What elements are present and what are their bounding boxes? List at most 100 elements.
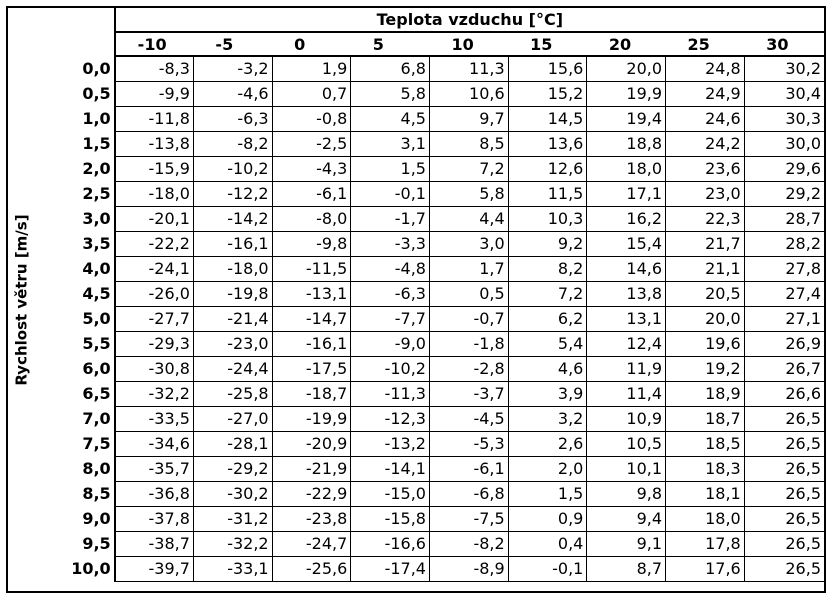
table-cell: 30,4 (743, 81, 824, 107)
row-header: 6,0 (82, 359, 111, 378)
table-row: 1,5 -13,8 -8,2 -2,5 3,1 8,5 13,6 18,8 24,2 30,0 (36, 131, 824, 157)
table-row: 7,5 -34,6 -28,1 -20,9 -13,2 -5,3 2,6 10,5 18,5 26… (36, 431, 824, 457)
table-cell: 11,3 (428, 55, 509, 82)
table-cell: -17,4 (350, 556, 430, 582)
table-row: 0,5 -9,9 -4,6 0,7 5,8 10,6 15,2 19,9 24,9 30,4 (36, 81, 824, 107)
table-cell: 19,4 (586, 106, 666, 132)
table-cell: 30,3 (743, 106, 824, 132)
row-axis-label-container: Rychlost větru [m/s] (8, 8, 36, 591)
table-cell: -16,1 (271, 331, 351, 357)
table-cell: 1,7 (428, 256, 509, 282)
table-row: 2,5 -18,0 -12,2 -6,1 -0,1 5,8 11,5 17,1 23,0 29,2 (36, 181, 824, 207)
table-cell: 3,2 (507, 406, 587, 432)
table-cell: 27,4 (743, 281, 824, 307)
table-cell: 1,5 (507, 481, 587, 507)
table-cell: -37,8 (113, 506, 194, 532)
table-cell: 18,7 (665, 406, 745, 432)
row-axis-label: Rychlost větru [m/s] (13, 213, 32, 386)
table-cell: -22,2 (113, 231, 194, 257)
table-cell: -12,2 (192, 181, 273, 207)
table-cell: -0,1 (507, 556, 587, 582)
table-cell: 8,5 (428, 131, 509, 157)
wind-chill-table: Teplota vzduchu [°C] -10 -5 0 5 10 15 20 25 30 0… (36, 8, 824, 582)
row-header: 0,0 (82, 59, 111, 78)
table-cell: 14,6 (586, 256, 666, 282)
table-cell: 16,2 (586, 206, 666, 232)
table-cell: -30,8 (113, 356, 194, 382)
table-cell: -13,8 (113, 131, 194, 157)
table-row: 0,0 -8,3 -3,2 1,9 6,8 11,3 15,6 20,0 24,8 30,2 (36, 55, 824, 82)
table-row: 10,0 -39,7 -33,1 -25,6 -17,4 -8,9 -0,1 8,7 17,6 2… (36, 556, 824, 582)
table-cell: -9,0 (350, 331, 430, 357)
row-header: 2,0 (82, 159, 111, 178)
table-cell: 24,6 (665, 106, 745, 132)
table-cell: -1,7 (350, 206, 430, 232)
table-cell: 2,6 (507, 431, 587, 457)
table-cell: 28,2 (743, 231, 824, 257)
table-cell: -39,7 (113, 556, 194, 582)
row-header: 9,0 (82, 509, 111, 528)
table-cell: -17,5 (271, 356, 351, 382)
corner-cell (36, 32, 115, 56)
table-cell: 4,4 (428, 206, 509, 232)
table-cell: -23,0 (192, 331, 273, 357)
table-cell: -16,6 (350, 531, 430, 557)
table-cell: 29,2 (743, 181, 824, 207)
table-cell: 9,7 (428, 106, 509, 132)
table-cell: 22,3 (665, 206, 745, 232)
table-cell: 27,1 (743, 306, 824, 332)
table-cell: 6,2 (507, 306, 587, 332)
table-cell: 26,9 (743, 331, 824, 357)
table-cell: -29,3 (113, 331, 194, 357)
row-header: 5,0 (82, 309, 111, 328)
table-row: 8,5 -36,8 -30,2 -22,9 -15,0 -6,8 1,5 9,8 18,1 26,… (36, 481, 824, 507)
table-row: 9,0 -37,8 -31,2 -23,8 -15,8 -7,5 0,9 9,4 18,0 26,… (36, 506, 824, 532)
table-cell: 13,6 (507, 131, 587, 157)
table-cell: 26,5 (743, 556, 824, 582)
table-cell: -18,0 (192, 256, 273, 282)
row-header: 0,5 (82, 84, 111, 103)
table-cell: -29,2 (192, 456, 273, 482)
table-cell: 9,1 (586, 531, 666, 557)
table-cell: 10,1 (586, 456, 666, 482)
table-cell: -4,6 (192, 81, 273, 107)
table-cell: -11,5 (271, 256, 351, 282)
table-cell: 3,9 (507, 381, 587, 407)
table-cell: 17,8 (665, 531, 745, 557)
table-cell: -4,5 (428, 406, 509, 432)
table-cell: -31,2 (192, 506, 273, 532)
table-cell: 5,8 (428, 181, 509, 207)
table-cell: 8,2 (507, 256, 587, 282)
table-cell: 18,0 (586, 156, 666, 182)
table-cell: 26,5 (743, 506, 824, 532)
table-cell: 12,4 (586, 331, 666, 357)
table-cell: 20,0 (665, 306, 745, 332)
row-header: 4,5 (82, 284, 111, 303)
table-cell: -18,0 (113, 181, 194, 207)
table-cell: -9,9 (113, 81, 194, 107)
table-row: 6,0 -30,8 -24,4 -17,5 -10,2 -2,8 4,6 11,9 19,2 26… (36, 356, 824, 382)
table-cell: 29,6 (743, 156, 824, 182)
table-cell: -32,2 (113, 381, 194, 407)
table-body: 0,0 -8,3 -3,2 1,9 6,8 11,3 15,6 20,0 24,8 30,2 0,5… (36, 55, 824, 582)
table-cell: 17,1 (586, 181, 666, 207)
table-row: 5,0 -27,7 -21,4 -14,7 -7,7 -0,7 6,2 13,1 20,0 27,… (36, 306, 824, 332)
table-cell: 10,5 (586, 431, 666, 457)
table-cell: -19,9 (271, 406, 351, 432)
column-header: 10 (451, 34, 474, 54)
table-cell: -15,8 (350, 506, 430, 532)
table-cell: -36,8 (113, 481, 194, 507)
table-cell: -10,2 (350, 356, 430, 382)
table-cell: 10,6 (428, 81, 509, 107)
table-cell: -8,2 (192, 131, 273, 157)
table-row: 9,5 -38,7 -32,2 -24,7 -16,6 -8,2 0,4 9,1 17,8 26,… (36, 531, 824, 557)
column-header: -5 (215, 34, 234, 54)
table-cell: -8,9 (428, 556, 509, 582)
table-cell: -16,1 (192, 231, 273, 257)
table-cell: -0,8 (271, 106, 351, 132)
table-cell: 1,9 (271, 55, 351, 82)
row-header: 6,5 (82, 384, 111, 403)
table-cell: 18,8 (586, 131, 666, 157)
table-cell: -6,1 (428, 456, 509, 482)
table-cell: 15,4 (586, 231, 666, 257)
